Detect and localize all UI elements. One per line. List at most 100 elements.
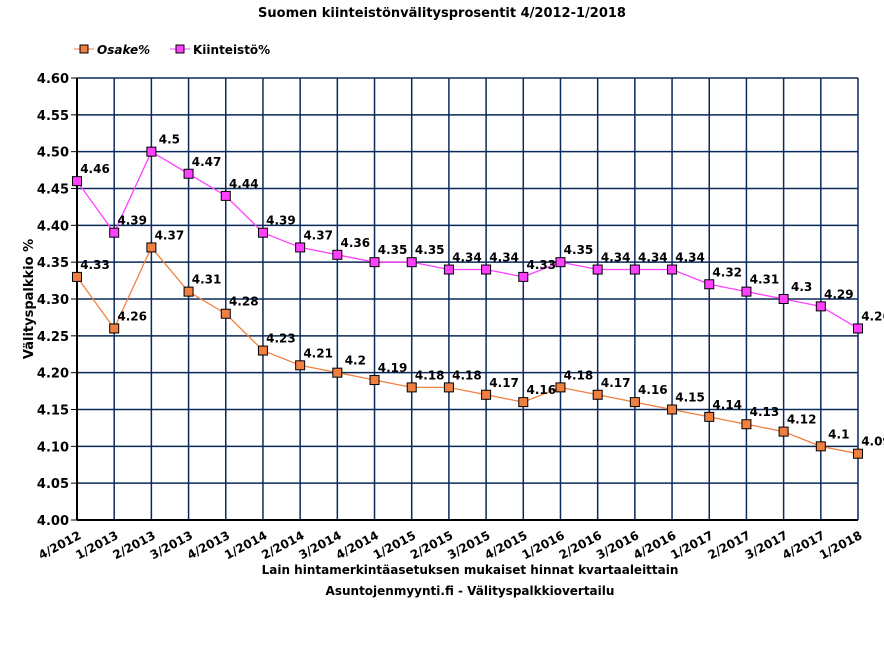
data-label: 4.37 [303, 228, 333, 242]
series-line [76, 246, 859, 455]
data-label: 4.15 [675, 391, 705, 405]
data-point [146, 242, 157, 253]
data-point [667, 264, 678, 275]
data-point [704, 279, 715, 290]
data-point [257, 345, 268, 356]
x-tick-label: 1/2018 [817, 528, 864, 562]
data-point [183, 286, 194, 297]
data-label: 4.31 [192, 273, 222, 287]
data-label: 4.16 [638, 383, 668, 397]
data-label: 4.32 [712, 265, 742, 279]
data-label: 4.33 [80, 258, 110, 272]
chart-subtitle: Asuntojenmyynti.fi - Välityspalkkioverta… [326, 584, 615, 598]
data-label: 4.31 [750, 273, 780, 287]
data-label: 4.13 [750, 405, 780, 419]
data-label: 4.39 [117, 214, 147, 228]
data-label: 4.17 [489, 376, 519, 390]
series-layer: 4.33 4.26 4.37 4.31 4.28 4.23 4.21 4.2 4.19 4.18 4… [72, 133, 884, 459]
data-point [72, 271, 82, 282]
y-tick-label: 4.30 [37, 293, 69, 308]
y-tick-label: 4.15 [37, 404, 69, 419]
data-point [406, 257, 417, 268]
data-point [853, 323, 863, 334]
y-tick-label: 4.40 [37, 219, 69, 234]
data-label: 4.16 [526, 383, 556, 397]
data-point [592, 389, 603, 400]
y-tick-label: 4.60 [37, 72, 69, 87]
data-label: 4.26 [861, 309, 884, 323]
data-point [815, 301, 826, 312]
data-point [369, 375, 380, 386]
data-point [629, 264, 640, 275]
data-point [481, 264, 492, 275]
data-point [220, 190, 231, 201]
data-point [778, 426, 789, 437]
data-label: 4.18 [452, 368, 482, 382]
data-point [443, 264, 454, 275]
data-label: 4.35 [378, 243, 408, 257]
data-label: 4.3 [791, 280, 812, 294]
data-point [629, 397, 640, 408]
data-label: 4.36 [341, 236, 371, 250]
data-label: 4.28 [229, 295, 259, 309]
legend-label: Osake% [97, 43, 150, 57]
data-point [518, 271, 529, 282]
data-point [72, 176, 82, 187]
data-point [481, 389, 492, 400]
data-point [741, 419, 752, 430]
legend-marker [79, 44, 89, 54]
data-label: 4.34 [601, 251, 631, 265]
data-point [741, 286, 752, 297]
data-point [109, 227, 120, 238]
data-label: 4.26 [117, 309, 147, 323]
data-point [555, 382, 566, 393]
grid: 4.00 4.05 4.10 4.15 4.20 4.25 4.30 4.35 4.40 4.45… [36, 72, 864, 562]
data-label: 4.14 [712, 398, 742, 412]
data-label: 4.09 [861, 435, 884, 449]
data-label: 4.34 [638, 251, 668, 265]
y-tick-label: 4.20 [37, 367, 69, 382]
data-label: 4.12 [787, 413, 817, 427]
data-label: 4.44 [229, 177, 259, 191]
series-line [76, 150, 859, 330]
data-point [704, 411, 715, 422]
data-label: 4.5 [159, 133, 180, 147]
data-label: 4.1 [828, 427, 849, 441]
chart-title: Suomen kiinteistönvälitysprosentit 4/201… [258, 6, 626, 21]
data-point [332, 367, 343, 378]
data-label: 4.23 [266, 332, 296, 346]
y-tick-label: 4.45 [37, 183, 69, 198]
data-point [146, 146, 157, 157]
data-point [295, 242, 306, 253]
data-point [257, 227, 268, 238]
data-label: 4.17 [601, 376, 631, 390]
data-point [443, 382, 454, 393]
data-label: 4.37 [155, 228, 185, 242]
data-point [592, 264, 603, 275]
y-tick-label: 4.50 [37, 146, 69, 161]
legend-label: Kiinteistö% [193, 43, 270, 57]
data-label: 4.46 [80, 162, 110, 176]
data-point [332, 249, 343, 260]
data-label: 4.34 [675, 251, 705, 265]
data-label: 4.2 [345, 354, 366, 368]
data-point [667, 404, 678, 415]
data-label: 4.18 [564, 368, 594, 382]
data-label: 4.39 [266, 214, 296, 228]
data-point [220, 308, 231, 319]
data-label: 4.19 [378, 361, 408, 375]
data-point [853, 448, 863, 459]
data-point [109, 323, 120, 334]
data-point [183, 168, 194, 179]
data-label: 4.34 [489, 251, 519, 265]
data-label: 4.47 [192, 155, 222, 169]
y-axis-label: Välityspalkkio % [22, 239, 37, 359]
data-point [406, 382, 417, 393]
data-label: 4.34 [452, 251, 482, 265]
y-tick-label: 4.55 [37, 109, 69, 124]
data-label: 4.33 [526, 258, 556, 272]
data-label: 4.35 [415, 243, 445, 257]
data-point [518, 397, 529, 408]
x-axis-label: Lain hintamerkintäasetuksen mukaiset hin… [262, 563, 679, 577]
data-point [778, 294, 789, 304]
